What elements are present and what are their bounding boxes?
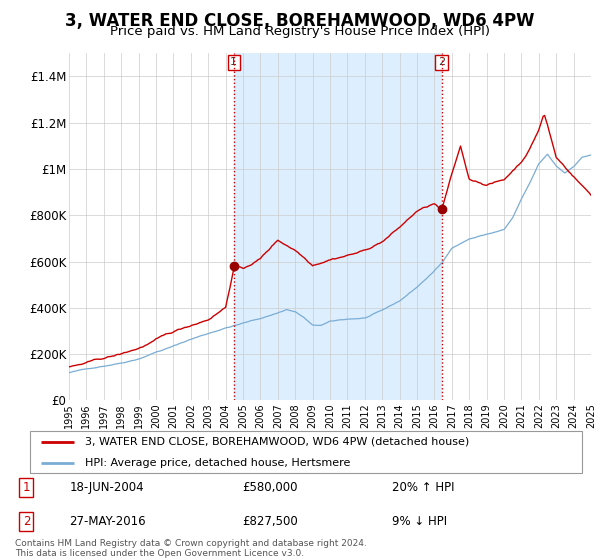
Text: 2: 2 bbox=[438, 58, 445, 67]
Text: 27-MAY-2016: 27-MAY-2016 bbox=[70, 515, 146, 528]
Text: 9% ↓ HPI: 9% ↓ HPI bbox=[392, 515, 447, 528]
Text: 1: 1 bbox=[23, 481, 30, 494]
Text: Contains HM Land Registry data © Crown copyright and database right 2024.
This d: Contains HM Land Registry data © Crown c… bbox=[15, 539, 367, 558]
Text: 18-JUN-2004: 18-JUN-2004 bbox=[70, 481, 144, 494]
Text: £827,500: £827,500 bbox=[242, 515, 298, 528]
Text: 20% ↑ HPI: 20% ↑ HPI bbox=[392, 481, 455, 494]
Text: 2: 2 bbox=[23, 515, 30, 528]
Text: HPI: Average price, detached house, Hertsmere: HPI: Average price, detached house, Hert… bbox=[85, 458, 350, 468]
Text: 1: 1 bbox=[230, 58, 237, 67]
Text: 3, WATER END CLOSE, BOREHAMWOOD, WD6 4PW (detached house): 3, WATER END CLOSE, BOREHAMWOOD, WD6 4PW… bbox=[85, 437, 469, 447]
Text: Price paid vs. HM Land Registry's House Price Index (HPI): Price paid vs. HM Land Registry's House … bbox=[110, 25, 490, 38]
Text: 3, WATER END CLOSE, BOREHAMWOOD, WD6 4PW: 3, WATER END CLOSE, BOREHAMWOOD, WD6 4PW bbox=[65, 12, 535, 30]
Bar bbox=[234, 53, 442, 400]
FancyBboxPatch shape bbox=[30, 431, 582, 473]
Text: £580,000: £580,000 bbox=[242, 481, 298, 494]
